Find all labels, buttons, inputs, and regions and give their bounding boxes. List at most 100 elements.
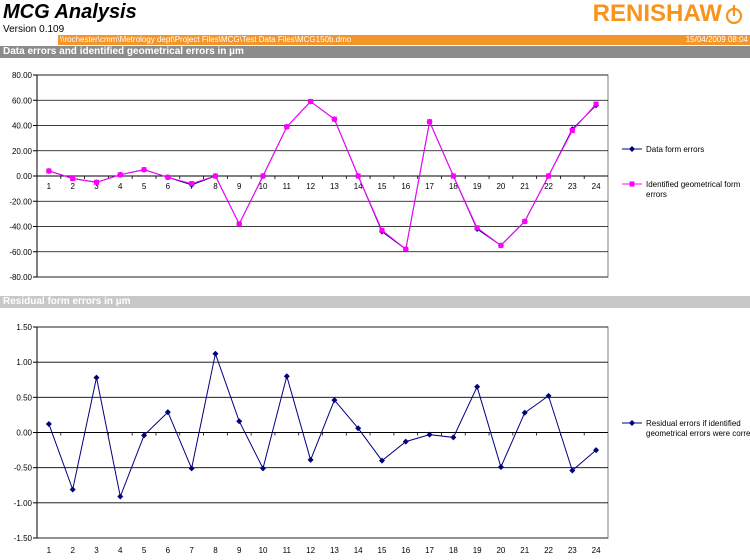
x-tick-label: 23 bbox=[568, 546, 577, 555]
section-header-residual-errors: Residual form errors in µm bbox=[0, 296, 750, 308]
x-tick-label: 20 bbox=[496, 546, 505, 555]
data-point bbox=[212, 350, 219, 357]
legend: Data form errors Identified geometrical f… bbox=[622, 145, 741, 199]
data-point bbox=[355, 425, 362, 432]
series-group bbox=[45, 98, 600, 253]
legend-marker bbox=[629, 146, 635, 152]
y-tick-label: -40.00 bbox=[9, 223, 32, 232]
data-point bbox=[450, 173, 456, 179]
x-tick-label: 18 bbox=[449, 182, 458, 191]
data-point bbox=[569, 128, 575, 134]
x-tick-label: 15 bbox=[378, 546, 387, 555]
data-point bbox=[427, 119, 433, 125]
x-tick-label: 7 bbox=[189, 546, 194, 555]
section-title-data-errors: Data errors and identified geometrical e… bbox=[3, 46, 244, 57]
x-tick-label: 13 bbox=[330, 182, 339, 191]
data-point bbox=[212, 173, 218, 179]
x-tick-label: 3 bbox=[94, 182, 99, 191]
data-point bbox=[70, 176, 76, 182]
x-tick-label: 16 bbox=[401, 182, 410, 191]
series-line bbox=[48, 100, 597, 251]
legend-label: Identified geometrical form errors bbox=[646, 180, 741, 199]
x-tick-label: 11 bbox=[283, 546, 292, 555]
x-tick-label: 16 bbox=[401, 546, 410, 555]
logo-mark-icon bbox=[725, 5, 743, 25]
data-point bbox=[593, 101, 599, 107]
data-point bbox=[521, 409, 528, 416]
x-tick-label: 19 bbox=[473, 182, 482, 191]
x-tick-label: 12 bbox=[306, 546, 315, 555]
y-tick-label: 40.00 bbox=[12, 122, 33, 131]
data-point bbox=[260, 173, 266, 179]
data-point bbox=[46, 168, 52, 174]
data-point bbox=[331, 397, 338, 404]
y-tick-label: 20.00 bbox=[12, 147, 33, 156]
x-tick-label: 8 bbox=[213, 182, 218, 191]
data-point bbox=[331, 116, 337, 122]
y-tick-label: 80.00 bbox=[12, 71, 33, 80]
legend-marker bbox=[629, 420, 635, 426]
y-axis-ticks: 80.00 60.00 40.00 20.00 0.00 -20.00 -40.00 -60.… bbox=[9, 71, 37, 282]
x-tick-label: 9 bbox=[237, 546, 242, 555]
x-tick-label: 1 bbox=[47, 182, 52, 191]
x-tick-label: 17 bbox=[425, 546, 434, 555]
data-point bbox=[188, 465, 195, 472]
x-tick-label: 24 bbox=[592, 546, 601, 555]
x-tick-label: 10 bbox=[259, 546, 268, 555]
x-tick-label: 21 bbox=[520, 546, 529, 555]
x-tick-label: 8 bbox=[213, 546, 218, 555]
section-title-residual-errors: Residual form errors in µm bbox=[3, 296, 131, 307]
data-point bbox=[426, 431, 433, 438]
data-point bbox=[593, 447, 600, 454]
x-tick-label: 2 bbox=[70, 182, 75, 191]
x-tick-label: 19 bbox=[473, 546, 482, 555]
x-tick-label: 4 bbox=[118, 546, 123, 555]
legend-label: Data form errors bbox=[646, 145, 704, 154]
x-tick-label: 21 bbox=[520, 182, 529, 191]
x-tick-label: 5 bbox=[142, 546, 147, 555]
y-tick-label: -80.00 bbox=[9, 273, 32, 282]
data-point bbox=[378, 457, 385, 464]
data-point bbox=[236, 418, 243, 425]
data-point bbox=[308, 99, 314, 105]
data-point bbox=[307, 456, 314, 463]
x-tick-label: 18 bbox=[449, 546, 458, 555]
x-tick-label: 10 bbox=[259, 182, 268, 191]
x-tick-label: 5 bbox=[142, 182, 147, 191]
y-tick-label: -1.00 bbox=[14, 499, 33, 508]
renishaw-logo: RENISHAW bbox=[593, 0, 744, 28]
y-tick-label: -20.00 bbox=[9, 197, 32, 206]
series-group bbox=[45, 350, 600, 500]
file-path-bar: \\rochester\cmm\Metrology dept\Project F… bbox=[58, 35, 750, 45]
data-point bbox=[141, 167, 147, 173]
data-point bbox=[497, 463, 504, 470]
timestamp: 15/04/2009 08:04 bbox=[685, 35, 748, 44]
x-tick-label: 22 bbox=[544, 182, 553, 191]
data-point bbox=[403, 246, 409, 252]
data-point bbox=[93, 179, 99, 185]
data-point bbox=[236, 221, 242, 227]
legend-label: Residual errors if identified geometrical… bbox=[646, 419, 750, 438]
legend: Residual errors if identified geometrical… bbox=[622, 419, 750, 438]
data-point bbox=[450, 434, 457, 441]
x-tick-label: 11 bbox=[283, 182, 292, 191]
data-point bbox=[283, 373, 290, 380]
y-tick-label: -60.00 bbox=[9, 248, 32, 257]
legend-marker bbox=[629, 181, 635, 187]
data-errors-chart: 80.00 60.00 40.00 20.00 0.00 -20.00 -40.00 -60.… bbox=[9, 71, 741, 282]
file-path: \\rochester\cmm\Metrology dept\Project F… bbox=[60, 35, 352, 44]
version-label: Version 0.109 bbox=[3, 24, 65, 35]
y-tick-label: 0.00 bbox=[16, 429, 32, 438]
x-tick-label: 12 bbox=[306, 182, 315, 191]
y-tick-label: 1.00 bbox=[16, 358, 32, 367]
y-tick-label: 0.50 bbox=[16, 393, 32, 402]
data-point bbox=[569, 467, 576, 474]
data-point bbox=[164, 409, 171, 416]
x-tick-label: 14 bbox=[354, 546, 363, 555]
x-tick-label: 13 bbox=[330, 546, 339, 555]
y-tick-label: -0.50 bbox=[14, 464, 33, 473]
y-axis-ticks: 1.50 1.00 0.50 0.00 -0.50 -1.00 -1.50 bbox=[14, 323, 37, 543]
y-tick-label: -1.50 bbox=[14, 534, 33, 543]
x-tick-label: 23 bbox=[568, 182, 577, 191]
